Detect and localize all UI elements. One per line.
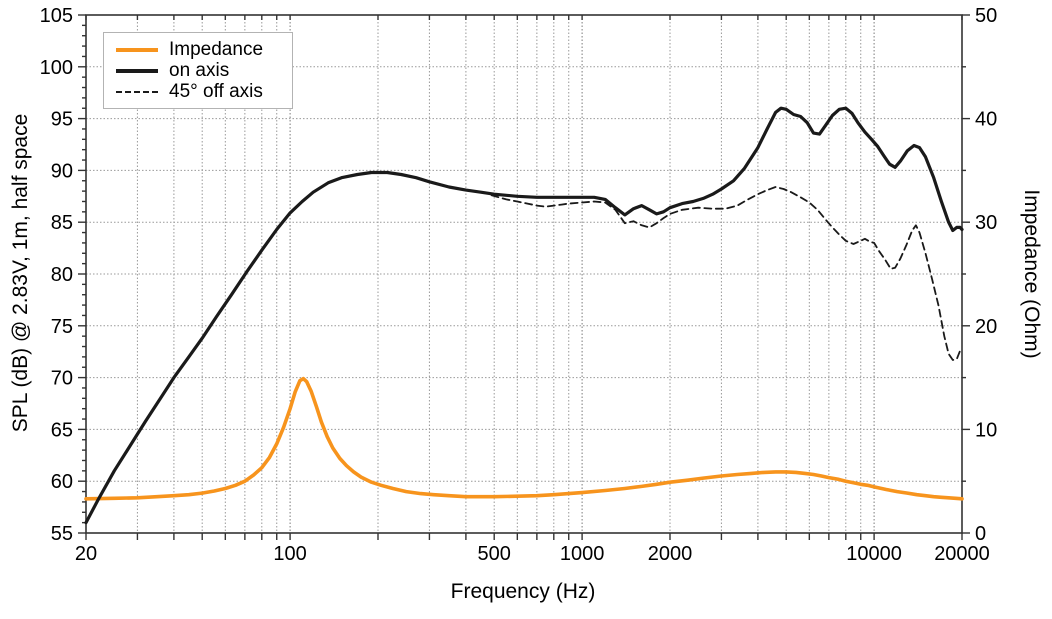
y-left-tick-label: 75 xyxy=(51,316,73,338)
dashed-line-swatch-icon xyxy=(116,90,158,93)
y-left-tick-label: 90 xyxy=(51,160,73,182)
y-left-tick-label: 80 xyxy=(51,264,73,286)
tick-labels: 20 100 500 1000 2000 10000 2000055606570758085… xyxy=(40,5,998,565)
y-left-tick-label: 85 xyxy=(51,212,73,234)
x-axis-title: Frequency (Hz) xyxy=(450,580,596,603)
line-swatch-icon xyxy=(116,68,158,73)
impedance-curve xyxy=(84,376,964,501)
legend: Impedance on axis 45° off axis xyxy=(103,32,293,109)
legend-item: 45° off axis xyxy=(116,81,292,102)
off-axis-curve xyxy=(490,186,963,361)
x-tick-label: 20000 xyxy=(934,543,990,565)
x-tick-label: 100 xyxy=(273,543,306,565)
y-axis-title-left: SPL (dB) @ 2.83V, 1m, half space xyxy=(9,113,32,433)
grid xyxy=(86,15,962,533)
y-left-tick-label: 105 xyxy=(40,5,73,27)
x-tick-label: 1000 xyxy=(560,543,605,565)
plot-frame xyxy=(85,14,963,534)
y-right-tick-label: 0 xyxy=(975,523,986,545)
y-axis-title-right: Impedance (Ohm) xyxy=(1020,189,1043,359)
x-tick-label: 10000 xyxy=(846,543,902,565)
y-left-tick-label: 60 xyxy=(51,471,73,493)
x-tick-label: 2000 xyxy=(648,543,693,565)
y-left-tick-label: 100 xyxy=(40,57,73,79)
y-left-tick-label: 95 xyxy=(51,109,73,131)
line-swatch-icon xyxy=(116,47,158,52)
x-tick-label: 20 xyxy=(75,543,97,565)
legend-item: on axis xyxy=(116,60,292,81)
y-right-tick-label: 50 xyxy=(975,5,997,27)
legend-label: Impedance xyxy=(169,39,264,60)
y-left-tick-label: 55 xyxy=(51,523,73,545)
y-right-tick-label: 30 xyxy=(975,212,997,234)
legend-label: on axis xyxy=(169,60,230,81)
y-left-tick-label: 65 xyxy=(51,419,73,441)
legend-label: 45° off axis xyxy=(169,81,263,102)
y-right-tick-label: 10 xyxy=(975,419,997,441)
y-right-tick-label: 40 xyxy=(975,109,997,131)
x-tick-label: 500 xyxy=(478,543,511,565)
y-right-tick-label: 20 xyxy=(975,316,997,338)
y-left-tick-label: 70 xyxy=(51,368,73,390)
on-axis-curve xyxy=(84,106,964,525)
legend-item: Impedance xyxy=(116,39,292,60)
